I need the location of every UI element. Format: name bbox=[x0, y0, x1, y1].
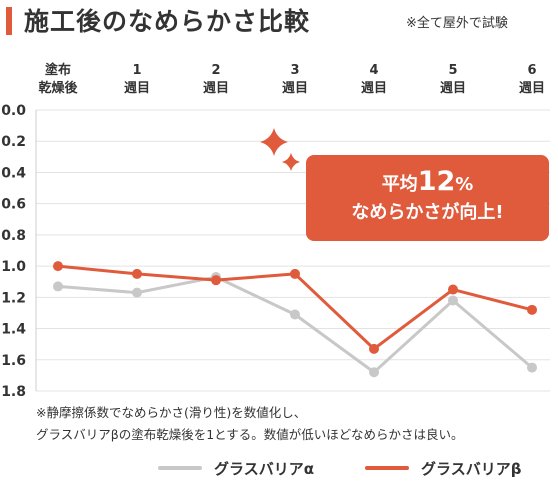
x-tick-label-line2: 週目 bbox=[124, 81, 150, 96]
legend-item-beta: グラスバリアβ bbox=[365, 456, 521, 480]
footnote: ※静摩擦係数でなめらかさ(滑り性)を数値化し、 グラスバリアβの塗布乾燥後を1と… bbox=[36, 402, 464, 446]
x-tick-label-line1: 1 bbox=[132, 63, 141, 78]
footnote-line-1: ※静摩擦係数でなめらかさ(滑り性)を数値化し、 bbox=[36, 405, 307, 420]
data-point-alpha bbox=[527, 362, 537, 373]
y-tick-label: 1.6 bbox=[1, 353, 26, 369]
legend-item-alpha: グラスバリアα bbox=[158, 456, 314, 480]
y-tick-label: 0.2 bbox=[1, 134, 26, 150]
legend-swatch-alpha bbox=[158, 466, 202, 470]
sparkle-icon bbox=[260, 128, 288, 156]
x-tick-label-line2: 乾燥後 bbox=[38, 80, 78, 96]
callout-percent-value: 12 bbox=[417, 166, 456, 197]
x-tick-label-line1: 3 bbox=[290, 63, 299, 78]
data-point-alpha bbox=[132, 287, 142, 298]
x-tick-label-line1: 5 bbox=[448, 63, 457, 78]
y-tick-label: 0.8 bbox=[1, 228, 26, 244]
data-point-beta bbox=[527, 304, 537, 315]
x-tick-label-line2: 週目 bbox=[361, 81, 387, 96]
data-point-alpha bbox=[448, 295, 458, 306]
y-tick-label: 0.6 bbox=[1, 197, 26, 213]
x-tick-label-line2: 週目 bbox=[203, 81, 229, 96]
callout-percent-unit: % bbox=[455, 174, 474, 195]
data-point-alpha bbox=[290, 309, 300, 320]
title-accent-bar bbox=[6, 7, 12, 35]
x-tick-label-line2: 週目 bbox=[440, 81, 466, 96]
callout-improvement-text: なめらかさが向上! bbox=[351, 202, 504, 223]
footnote-line-2: グラスバリアβの塗布乾燥後を1とする。数値が低いほどなめらかさは良い。 bbox=[36, 427, 464, 442]
x-tick-label-line2: 週目 bbox=[282, 81, 308, 96]
data-point-alpha bbox=[53, 281, 63, 292]
legend-swatch-beta bbox=[365, 466, 409, 470]
x-tick-label-line1: 塗布 bbox=[45, 62, 71, 78]
data-point-beta bbox=[53, 261, 63, 272]
x-tick-label-line2: 週目 bbox=[519, 81, 545, 96]
y-tick-label: 1.0 bbox=[1, 259, 26, 275]
legend-label-beta: グラスバリアβ bbox=[421, 459, 522, 478]
y-tick-label: 0.4 bbox=[1, 165, 26, 181]
legend-label-alpha: グラスバリアα bbox=[214, 459, 315, 478]
data-point-alpha bbox=[369, 367, 379, 378]
data-point-beta bbox=[290, 268, 300, 279]
test-condition-note: ※全て屋外で試験 bbox=[406, 16, 508, 31]
data-point-beta bbox=[369, 343, 379, 354]
data-point-beta bbox=[132, 268, 142, 279]
callout-average-line: 平均12% bbox=[306, 166, 549, 198]
y-tick-label: 1.2 bbox=[1, 290, 26, 306]
x-tick-label-line1: 2 bbox=[211, 63, 220, 78]
y-tick-label: 0.0 bbox=[1, 103, 26, 119]
chart-title: 施工後のなめらかさ比較 bbox=[24, 7, 311, 36]
callout-prefix: 平均 bbox=[381, 174, 418, 195]
y-tick-label: 1.8 bbox=[1, 384, 26, 400]
data-point-beta bbox=[448, 284, 458, 295]
sparkle-icon-small bbox=[282, 153, 300, 171]
improvement-callout: 平均12% なめらかさが向上! bbox=[306, 155, 549, 241]
y-tick-label: 1.4 bbox=[1, 322, 26, 338]
data-point-beta bbox=[211, 275, 221, 286]
x-tick-label-line1: 6 bbox=[527, 63, 536, 78]
x-tick-label-line1: 4 bbox=[369, 63, 378, 78]
